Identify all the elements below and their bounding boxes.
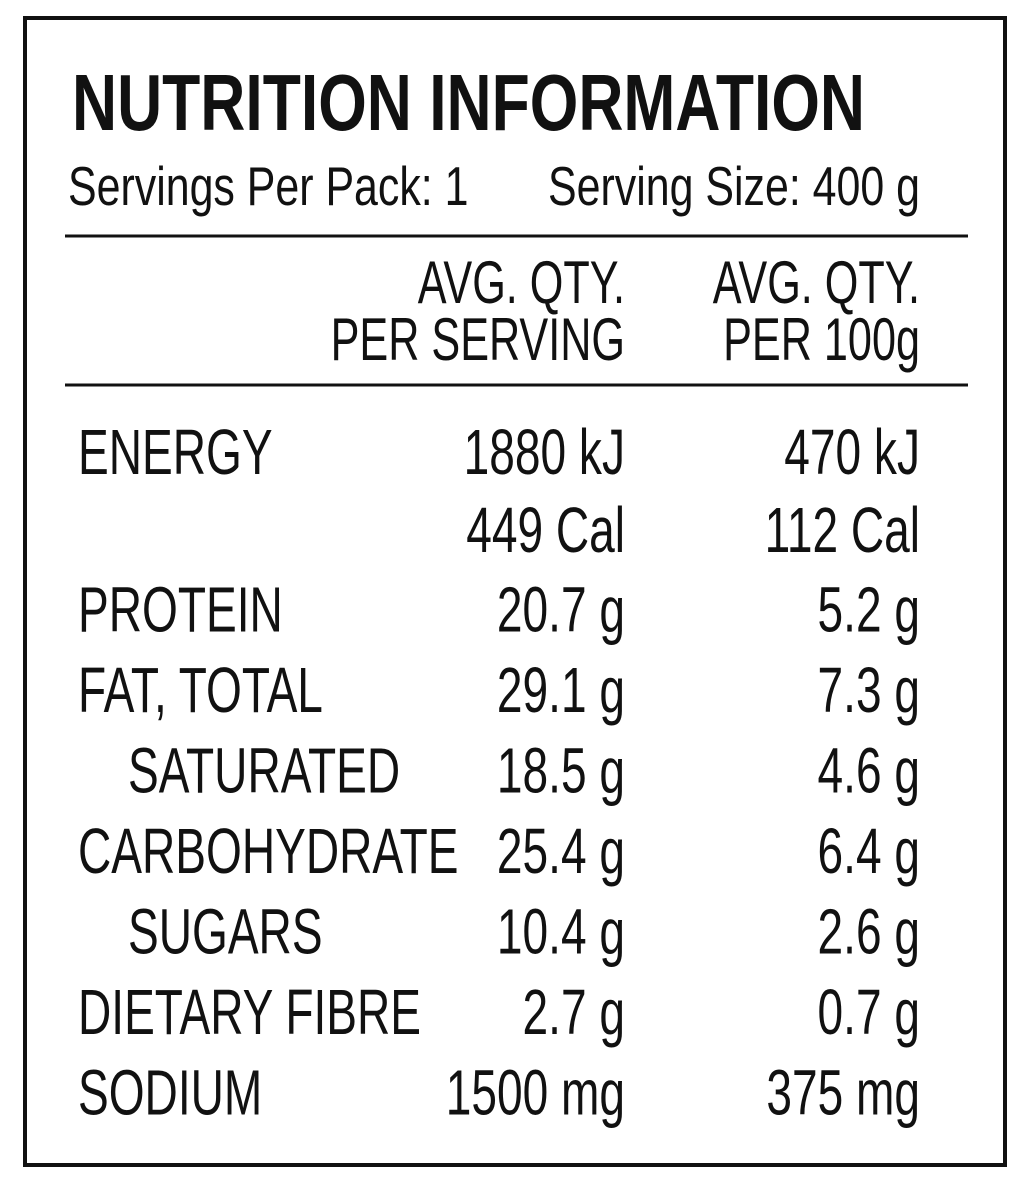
row-value: 4.6 g [818, 735, 920, 806]
row-value: 0.7 g [818, 977, 920, 1048]
row-value: 112 Cal [765, 495, 920, 566]
row-value: 7.3 g [818, 655, 920, 726]
row-value: 1500 mg [446, 1057, 625, 1128]
row-value: 6.4 g [818, 816, 920, 887]
row-value: 375 mg [766, 1057, 920, 1128]
column-header: AVG. QTY. [418, 250, 625, 317]
row-value: 5.2 g [818, 574, 920, 645]
row-label: CARBOHYDRATE [78, 816, 459, 887]
row-label: DIETARY FIBRE [78, 977, 421, 1048]
sub-row-label: SUGARS [128, 896, 323, 967]
title: NUTRITION INFORMATION [72, 58, 865, 147]
row-value: 2.6 g [818, 896, 920, 967]
row-value: 25.4 g [497, 816, 625, 887]
row-value: 1880 kJ [464, 417, 625, 488]
row-label: SODIUM [78, 1057, 262, 1128]
servings-per-pack: Servings Per Pack: 1 [68, 156, 468, 217]
serving-size: Serving Size: 400 g [548, 156, 920, 217]
sub-row-label: SATURATED [128, 735, 400, 806]
row-value: 20.7 g [497, 574, 625, 645]
panel-border [23, 16, 1007, 1167]
row-label: PROTEIN [78, 574, 283, 645]
row-value: 449 Cal [466, 495, 625, 566]
column-header: AVG. QTY. [713, 250, 920, 317]
row-value: 18.5 g [497, 735, 625, 806]
column-header: PER SERVING [331, 307, 625, 374]
row-label: FAT, TOTAL [78, 655, 323, 726]
column-header: PER 100g [723, 307, 920, 374]
row-value: 10.4 g [497, 896, 625, 967]
row-label: ENERGY [78, 417, 273, 488]
row-value: 29.1 g [497, 655, 625, 726]
row-value: 2.7 g [523, 977, 625, 1048]
row-value: 470 kJ [784, 417, 920, 488]
